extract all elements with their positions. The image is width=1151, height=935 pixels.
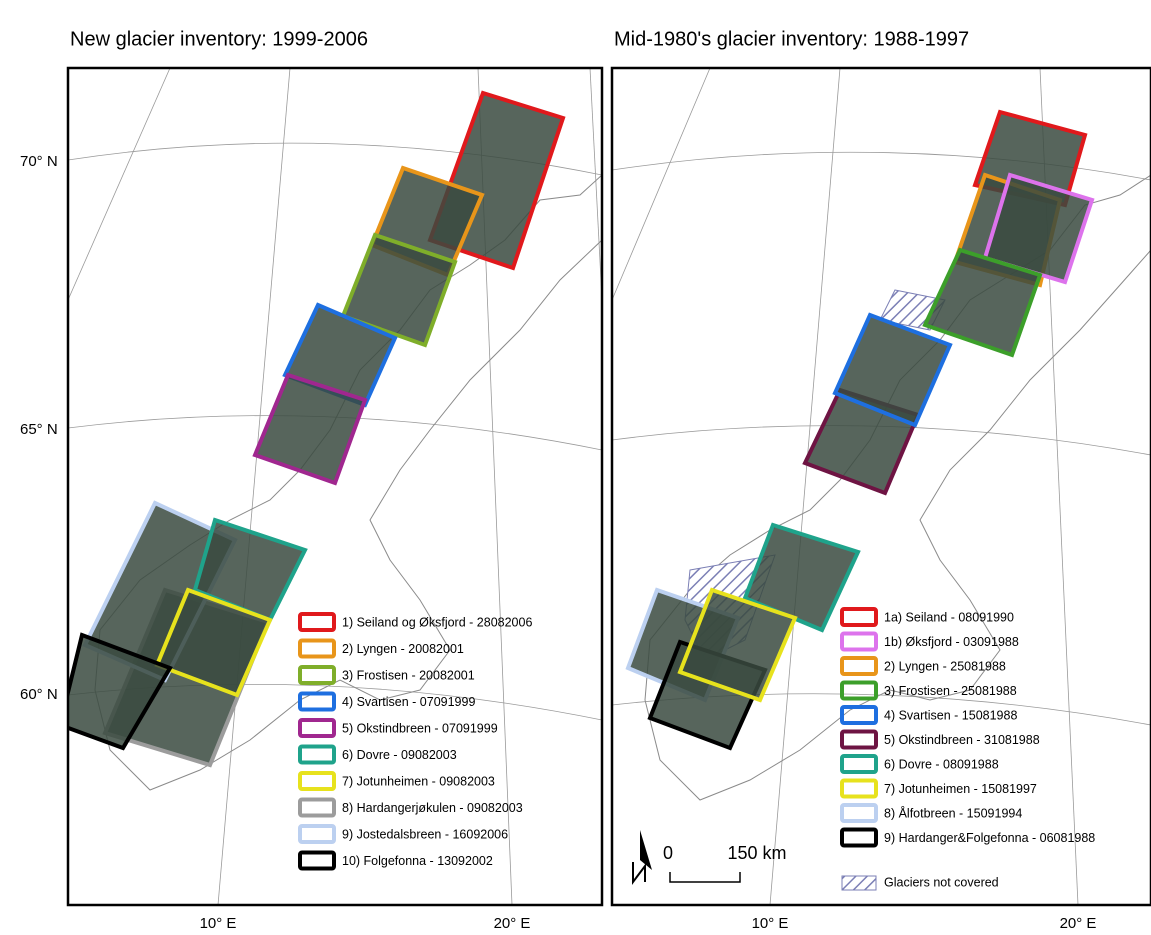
legend-swatch bbox=[842, 805, 876, 821]
legend-swatch bbox=[300, 773, 334, 789]
longitude-label: 20° E bbox=[1060, 915, 1097, 932]
legend-swatch bbox=[842, 609, 876, 625]
latitude-label: 60° N bbox=[20, 686, 58, 703]
legend-label: 2) Lyngen - 25081988 bbox=[884, 659, 1006, 673]
legend-swatch bbox=[842, 756, 876, 772]
left-map bbox=[60, 68, 602, 905]
latitude-label: 70° N bbox=[20, 153, 58, 170]
longitude-label: 10° E bbox=[200, 915, 237, 932]
longitude-label: 20° E bbox=[494, 915, 531, 932]
north-arrow-n bbox=[633, 862, 645, 882]
legend-label: 5) Okstindbreen - 07091999 bbox=[342, 721, 498, 735]
legend-swatch bbox=[300, 800, 334, 816]
legend-swatch bbox=[842, 634, 876, 650]
legend-swatch bbox=[300, 826, 334, 842]
longitude-label: 10° E bbox=[752, 915, 789, 932]
legend-swatch bbox=[300, 641, 334, 657]
legend-swatch bbox=[842, 707, 876, 723]
legend: 1a) Seiland - 08091990 1b) Øksfjord - 030… bbox=[842, 609, 1095, 846]
legend-label: 8) Hardangerjøkulen - 09082003 bbox=[342, 801, 523, 815]
legend-swatch bbox=[300, 720, 334, 736]
legend-swatch bbox=[300, 694, 334, 710]
legend-label: 1a) Seiland - 08091990 bbox=[884, 610, 1014, 624]
legend-label: 2) Lyngen - 20082001 bbox=[342, 642, 464, 656]
legend-swatch bbox=[300, 747, 334, 763]
legend: 1) Seiland og Øksfjord - 28082006 2) Lyng… bbox=[300, 614, 532, 869]
scale-start: 0 bbox=[663, 843, 673, 863]
figure: New glacier inventory: 1999-2006 Mid-198… bbox=[0, 0, 1151, 935]
legend-label: 5) Okstindbreen - 31081988 bbox=[884, 733, 1040, 747]
legend-swatch bbox=[300, 667, 334, 683]
latitude-label: 65° N bbox=[20, 421, 58, 438]
legend-label: 4) Svartisen - 07091999 bbox=[342, 695, 475, 709]
panel-title: Mid-1980's glacier inventory: 1988-1997 bbox=[614, 28, 969, 50]
legend-label: 3) Frostisen - 20082001 bbox=[342, 668, 475, 682]
legend-label: 1) Seiland og Øksfjord - 28082006 bbox=[342, 615, 532, 629]
right-map bbox=[612, 68, 1151, 905]
legend-swatch bbox=[842, 830, 876, 846]
legend-label: 6) Dovre - 09082003 bbox=[342, 748, 457, 762]
legend-label: Glaciers not covered bbox=[884, 875, 999, 889]
scale-end: 150 km bbox=[727, 843, 786, 863]
legend-label: 8) Ålfotbreen - 15091994 bbox=[884, 805, 1022, 820]
legend-label: 1b) Øksfjord - 03091988 bbox=[884, 635, 1019, 649]
legend-label: 10) Folgefonna - 13092002 bbox=[342, 854, 493, 868]
panel-title: New glacier inventory: 1999-2006 bbox=[70, 28, 368, 50]
legend-label: 9) Hardanger&Folgefonna - 06081988 bbox=[884, 831, 1095, 845]
legend-label: 3) Frostisen - 25081988 bbox=[884, 684, 1017, 698]
legend-swatch bbox=[842, 658, 876, 674]
legend-swatch bbox=[842, 781, 876, 797]
scale-bar bbox=[670, 872, 740, 882]
legend-swatch bbox=[842, 732, 876, 748]
legend-swatch bbox=[300, 853, 334, 869]
legend-label: 4) Svartisen - 15081988 bbox=[884, 708, 1017, 722]
legend-label: 7) Jotunheimen - 15081997 bbox=[884, 782, 1037, 796]
legend-swatch bbox=[842, 876, 876, 890]
legend-swatch bbox=[300, 614, 334, 630]
legend-label: 6) Dovre - 08091988 bbox=[884, 757, 999, 771]
legend-label: 9) Jostedalsbreen - 16092006 bbox=[342, 827, 508, 841]
legend-swatch bbox=[842, 683, 876, 699]
legend-label: 7) Jotunheimen - 09082003 bbox=[342, 774, 495, 788]
